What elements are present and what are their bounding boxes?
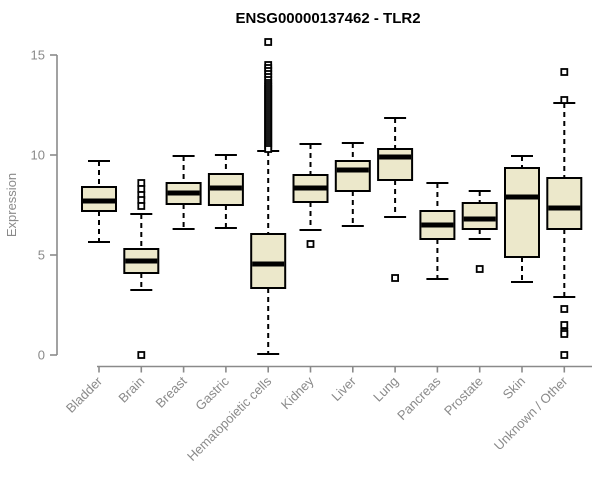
boxplot-skin [504, 155, 540, 283]
iqr-box [504, 167, 540, 258]
y-tick-label: 15 [31, 48, 45, 63]
boxplot-gastric [207, 154, 244, 229]
x-axis-label-prostate: Prostate [441, 374, 486, 419]
outlier-point [560, 321, 569, 329]
outlier-point [560, 68, 569, 76]
y-axis: 0 5 10 15 [31, 48, 58, 363]
outlier-point [475, 265, 484, 273]
outlier-point [560, 96, 569, 104]
x-axis-label-gastric: Gastric [192, 373, 232, 413]
x-axis-label-kidney: Kidney [278, 373, 317, 412]
y-tick-label: 5 [38, 248, 45, 263]
boxplot-prostate [461, 190, 498, 273]
boxplot-brain [123, 179, 160, 359]
outlier-point [264, 38, 273, 46]
boxplot-liver [334, 142, 371, 227]
iqr-box [546, 177, 583, 230]
x-axis-label-bladder: Bladder [63, 373, 106, 416]
x-axis-label-pancreas: Pancreas [394, 373, 444, 423]
chart-title: ENSG00000137462 - TLR2 [235, 10, 420, 27]
outlier-point [560, 305, 569, 313]
boxplot-lung [377, 117, 414, 282]
outlier-point [264, 145, 273, 153]
x-axis-label-unknown-other: Unknown / Other [491, 373, 571, 453]
x-axis-label-liver: Liver [328, 373, 359, 404]
iqr-box [334, 160, 371, 192]
iqr-box [461, 202, 498, 230]
outlier-point [391, 274, 400, 282]
outlier-point [137, 351, 146, 359]
iqr-box [250, 233, 287, 289]
boxplot-series [81, 38, 583, 359]
y-axis-title: Expression [4, 173, 19, 237]
boxplot-hematopoietic-cells [250, 38, 287, 355]
iqr-box [377, 148, 414, 181]
boxplot-unknown-other [546, 68, 583, 359]
x-axis-label-skin: Skin [500, 374, 528, 402]
boxplot-pancreas [419, 182, 456, 280]
outlier-point [306, 240, 315, 248]
boxplot-kidney [292, 143, 329, 248]
outlier-point [137, 202, 146, 210]
outlier-point [560, 330, 569, 338]
y-tick-label: 10 [31, 148, 45, 163]
y-tick-label: 0 [38, 348, 45, 363]
x-axis-label-breast: Breast [153, 373, 190, 410]
x-axis-label-lung: Lung [370, 374, 401, 405]
x-axis-label-brain: Brain [115, 374, 147, 406]
boxplot-bladder [81, 160, 117, 243]
boxplot-breast [165, 155, 202, 230]
outlier-point [560, 351, 569, 359]
